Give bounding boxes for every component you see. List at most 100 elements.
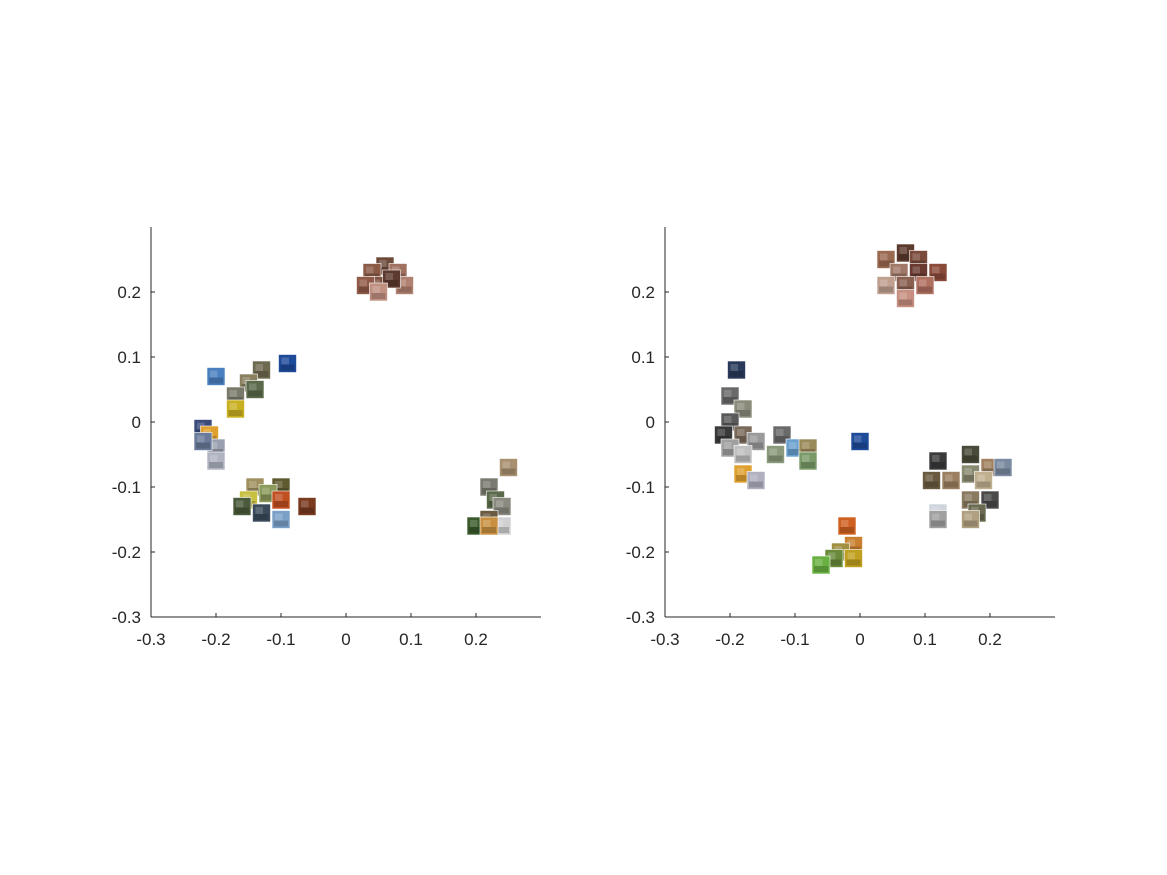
thumbnail-shade [482,527,496,533]
thumbnail-highlight [301,500,309,508]
thumbnail-image [727,360,746,380]
thumbnail-highlight [210,442,218,449]
y-tick-label: -0.2 [626,543,655,562]
thumbnail-image [876,276,896,295]
thumbnail-shade [280,364,295,371]
thumbnail-shade [729,371,744,377]
thumbnail-shade [827,559,841,566]
thumbnail-highlight [737,403,745,410]
thumbnail-highlight [899,279,907,287]
thumbnail-highlight [880,279,888,287]
thumbnail-shade [736,455,750,462]
image-thumbnail-point [479,516,499,536]
thumbnail-image [844,549,863,568]
y-tick-label: -0.3 [626,608,655,627]
thumbnail-highlight [841,520,849,527]
thumbnail-shade [749,442,763,449]
thumbnail-shade [261,494,275,501]
thumbnail-image [252,503,271,523]
thumbnail-highlight [802,455,810,462]
x-tick-label: -0.3 [650,630,679,649]
x-tick-label: -0.3 [136,630,165,649]
image-thumbnail-point [766,445,785,464]
thumbnail-image [746,471,766,490]
thumbnail-shade [963,455,978,462]
thumbnail-highlight [379,260,387,267]
thumbnail-shade [898,299,913,306]
image-thumbnail-point [798,451,818,471]
image-thumbnail-point [746,471,766,490]
x-tick-label: -0.2 [715,630,744,649]
thumbnail-highlight [496,500,504,508]
thumbnail-highlight [984,494,992,501]
thumbnail-image [798,451,818,471]
thumbnail-image [193,432,213,451]
thumbnail-shade [469,527,483,533]
thumbnail-highlight [737,448,745,456]
image-thumbnail-point [928,510,948,529]
image-thumbnail-point [297,497,317,516]
thumbnail-shade [736,475,750,481]
thumbnail-highlight [359,279,367,287]
thumbnail-shade [976,481,991,488]
thumbnail-shade [736,410,750,416]
y-tick-label: -0.1 [626,478,655,497]
thumbnail-highlight [502,461,510,469]
thumbnail-highlight [964,448,972,456]
y-tick-label: 0 [132,413,141,432]
image-thumbnail-point [811,555,831,575]
x-tick-label: 0.2 [464,630,488,649]
thumbnail-shade [924,481,939,488]
thumbnail-image [245,380,265,399]
left-scatter-panel: -0.3 -0.2 -0.1 0 0.1 0.2 0.2 0.1 0 -0.1 -0.2 -0.3 [112,227,541,649]
thumbnail-highlight [275,513,283,521]
thumbnail-highlight [724,390,732,397]
thumbnail-shade [944,481,958,488]
x-tick-label: -0.1 [266,630,295,649]
thumbnail-image [961,510,980,529]
x-tick-label: -0.1 [780,630,809,649]
thumbnail-highlight [275,494,283,501]
thumbnail-highlight [912,253,920,261]
thumbnail-highlight [997,461,1005,469]
thumbnail-highlight [717,429,725,436]
thumbnail-highlight [802,442,810,449]
image-thumbnail-point [369,282,388,302]
thumbnail-shade [788,449,802,455]
thumbnail-image [896,289,915,308]
thumbnail-shade [209,462,223,468]
image-thumbnail-point [727,360,746,380]
thumbnail-shade [996,468,1010,475]
thumbnail-highlight [925,474,933,482]
thumbnail-image [811,555,831,575]
thumbnail-shade [801,462,815,468]
thumbnail-shade [931,273,945,280]
image-thumbnail-point [961,510,980,529]
thumbnail-shade [846,559,861,566]
thumbnail-shade [274,501,288,507]
thumbnail-image [369,282,388,302]
thumbnail-highlight [847,552,855,560]
thumbnail-shade [768,455,783,462]
image-thumbnail-point [245,380,265,399]
thumbnail-shade [963,520,978,527]
thumbnail-shade [254,514,269,520]
image-thumbnail-point [993,458,1013,477]
thumbnail-highlight [945,474,953,482]
thumbnail-shade [501,468,516,475]
image-thumbnail-point [232,497,252,516]
thumbnail-highlight [815,559,823,566]
thumbnail-highlight [932,455,940,462]
thumbnail-shade [228,410,243,416]
thumbnail-highlight [275,481,283,488]
thumbnail-highlight [828,552,836,560]
thumbnail-image [226,399,245,419]
y-tick-label: 0.2 [631,283,655,302]
thumbnail-shade [723,397,737,403]
thumbnail-highlight [893,266,901,274]
thumbnail-image [993,458,1013,477]
image-thumbnail-point [928,451,948,471]
image-thumbnail-point [974,471,993,490]
thumbnail-highlight [249,383,257,391]
